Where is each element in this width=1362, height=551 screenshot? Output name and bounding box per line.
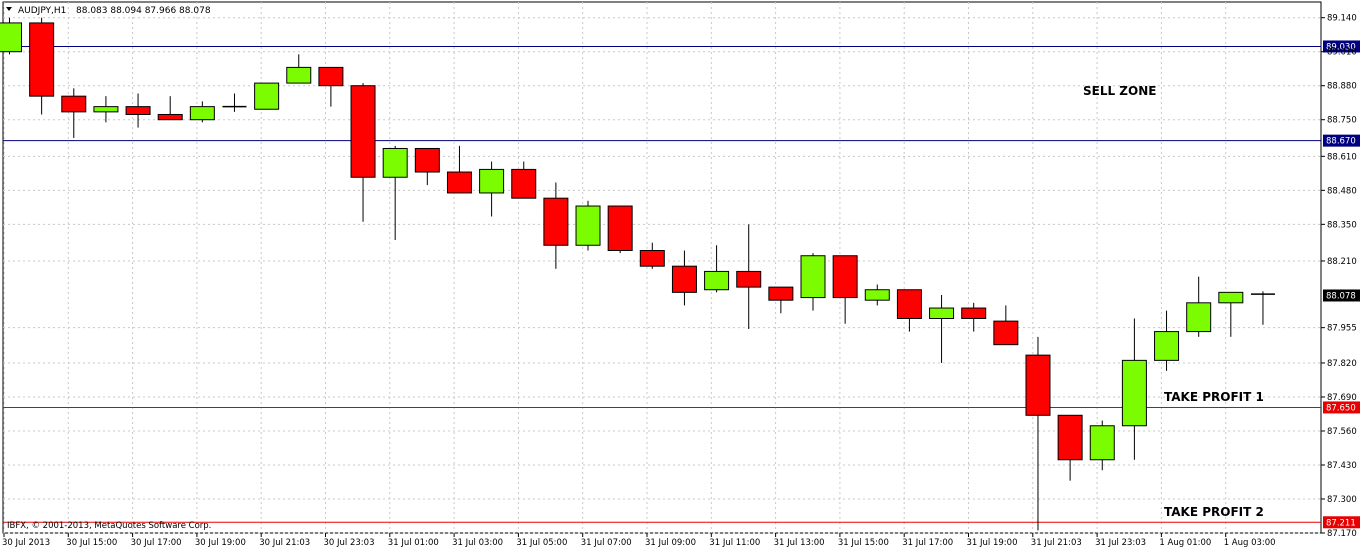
candle-bull-body xyxy=(286,66,312,84)
current-price-label: 88.078 xyxy=(1326,291,1356,301)
candle-bull-body xyxy=(382,147,408,178)
candle-bear-body xyxy=(768,286,794,301)
chart-header: AUDJPY,H1 88.083 88.094 87.966 88.078 xyxy=(6,6,211,16)
level-price-label: 88.670 xyxy=(1326,137,1356,147)
y-tick-label: 87.430 xyxy=(1327,461,1357,471)
x-tick-label: 31 Jul 19:00 xyxy=(967,538,1018,548)
level-price-badge xyxy=(1323,401,1360,414)
time-axis: 30 Jul 2013 30 Jul 15:00 30 Jul 17:00 30 Ju… xyxy=(2,533,1276,548)
level-price-label: 87.650 xyxy=(1326,403,1356,413)
y-tick-label: 89.010 xyxy=(1327,48,1357,58)
copyright-text: IBFX, © 2001-2013, MetaQuotes Software C… xyxy=(7,521,211,531)
candle-bull-body xyxy=(93,106,119,113)
candle-bull-body xyxy=(1154,331,1180,361)
candle-bull-body xyxy=(479,168,505,194)
candle-bear-body xyxy=(157,113,183,121)
candle-bear-body xyxy=(993,320,1019,346)
candle-bull-body xyxy=(1089,425,1115,461)
y-tick-label: 88.610 xyxy=(1327,152,1357,162)
x-tick-label: 30 Jul 2013 xyxy=(2,538,50,548)
candle-bull-body xyxy=(800,255,826,299)
level-price-badge xyxy=(1323,134,1360,147)
x-tick-label: 30 Jul 23:03 xyxy=(324,538,375,548)
x-tick-label: 30 Jul 15:00 xyxy=(66,538,117,548)
level-price-badge xyxy=(1323,40,1360,53)
candle-bull-body xyxy=(575,205,601,246)
x-tick-label: 31 Jul 05:00 xyxy=(516,538,567,548)
x-tick-label: 31 Jul 09:00 xyxy=(645,538,696,548)
candle-bear-body xyxy=(125,106,151,115)
candle-bull-body xyxy=(254,82,280,110)
candle-bear-body xyxy=(736,270,762,288)
level-price-label: 87.211 xyxy=(1326,518,1356,528)
candle-bull-body xyxy=(704,270,730,291)
current-price-badge xyxy=(1323,289,1360,302)
y-tick-label: 87.690 xyxy=(1327,393,1357,403)
candle-bear-body xyxy=(671,265,697,293)
candle-bull-body xyxy=(1186,302,1212,333)
level-price-label: 89.030 xyxy=(1326,42,1356,52)
x-tick-label: 31 Jul 11:00 xyxy=(709,538,760,548)
candles xyxy=(0,17,1275,531)
y-tick-label: 87.820 xyxy=(1327,359,1357,369)
x-tick-label: 1 Aug 01:00 xyxy=(1159,538,1211,548)
ohlc-readout: 88.083 88.094 87.966 88.078 xyxy=(76,6,211,16)
candle-bull-body xyxy=(864,289,890,301)
candle-bull-body xyxy=(189,106,215,121)
x-tick-label: 31 Jul 07:00 xyxy=(581,538,632,548)
candle-bull-body xyxy=(1218,291,1244,304)
candle-bull-body xyxy=(1121,359,1147,427)
candle-bear-body xyxy=(543,197,569,246)
candle-bear-body xyxy=(61,95,87,113)
x-tick-label: 1 Aug 03:00 xyxy=(1224,538,1276,548)
y-tick-label: 87.560 xyxy=(1327,427,1357,437)
candle-bear-body xyxy=(414,147,440,173)
y-tick-label: 88.210 xyxy=(1327,257,1357,267)
annotations: SELL ZONE TAKE PROFIT 1 TAKE PROFIT 2 xyxy=(1083,84,1264,519)
candle-bear-body xyxy=(832,255,858,299)
candle-bear-body xyxy=(896,289,922,320)
candle-bear-body xyxy=(1025,354,1051,416)
x-tick-label: 30 Jul 17:00 xyxy=(131,538,182,548)
y-tick-label: 87.300 xyxy=(1327,495,1357,505)
x-tick-label: 31 Jul 23:03 xyxy=(1095,538,1146,548)
annotation-label: SELL ZONE xyxy=(1083,84,1156,98)
symbol-label: AUDJPY,H1 xyxy=(18,6,66,16)
x-tick-label: 31 Jul 21:03 xyxy=(1031,538,1082,548)
candle-bear-body xyxy=(607,205,633,251)
level-lines: 89.030 88.670 87.650 87.211 xyxy=(3,40,1360,529)
y-tick-label: 88.480 xyxy=(1327,186,1357,196)
candle-bear-body xyxy=(511,168,537,199)
y-tick-label: 88.880 xyxy=(1327,82,1357,92)
x-tick-label: 31 Jul 01:00 xyxy=(388,538,439,548)
y-tick-label: 89.140 xyxy=(1327,14,1357,24)
candle-bull-body xyxy=(929,307,955,320)
x-tick-label: 31 Jul 03:00 xyxy=(452,538,503,548)
x-tick-label: 31 Jul 17:00 xyxy=(902,538,953,548)
x-tick-label: 30 Jul 19:00 xyxy=(195,538,246,548)
y-tick-label: 88.350 xyxy=(1327,220,1357,230)
x-tick-label: 31 Jul 13:00 xyxy=(774,538,825,548)
candle-bear-body xyxy=(1057,414,1083,461)
x-tick-label: 30 Jul 21:03 xyxy=(259,538,310,548)
y-tick-label: 88.750 xyxy=(1327,116,1357,126)
candle-bear-body xyxy=(318,66,344,87)
level-price-badge xyxy=(1323,516,1360,529)
x-tick-label: 31 Jul 15:00 xyxy=(838,538,889,548)
candle-bear-body xyxy=(29,22,55,97)
candle-bear-body xyxy=(961,307,987,320)
plot-background xyxy=(2,1,1322,534)
candle-bear-body xyxy=(639,249,665,267)
candle-bear-body xyxy=(350,85,376,178)
annotation-label: TAKE PROFIT 2 xyxy=(1164,505,1264,519)
annotation-label: TAKE PROFIT 1 xyxy=(1164,390,1264,404)
price-axis: 89.140 89.010 88.880 88.750 88.610 88.480 88.3… xyxy=(1321,14,1360,539)
y-tick-label: 87.170 xyxy=(1327,529,1357,539)
candle-bear-body xyxy=(446,171,472,194)
y-tick-label: 87.955 xyxy=(1327,324,1357,334)
candle-bull-body xyxy=(0,22,22,53)
dropdown-triangle-icon[interactable] xyxy=(6,7,12,11)
